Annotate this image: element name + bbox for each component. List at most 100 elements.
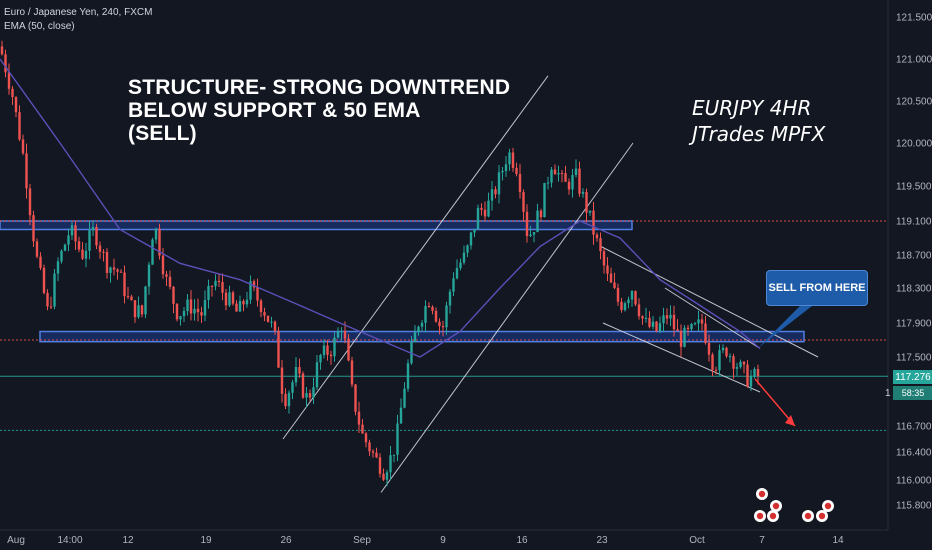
candle-body [546, 182, 550, 184]
candle-body [329, 354, 333, 357]
candle-body [707, 342, 711, 355]
candle-body [413, 332, 417, 343]
candle-body [207, 285, 210, 300]
time-tick-label: Aug [7, 535, 25, 546]
trendline [664, 287, 761, 349]
candle-body [315, 362, 319, 388]
candle-body [648, 317, 651, 327]
candle-body [336, 331, 340, 338]
symbol-legend[interactable]: Euro / Japanese Yen, 240, FXCM [4, 7, 153, 18]
candle-body [487, 200, 490, 217]
candle-body [224, 292, 228, 306]
candle-body [469, 232, 473, 246]
economic-event-icons[interactable] [754, 488, 834, 522]
trendline [602, 322, 761, 393]
candle-body [322, 345, 326, 356]
headline-line-2: BELOW SUPPORT & 50 EMA [128, 99, 421, 122]
candle-body [655, 321, 658, 332]
candle-body [459, 262, 462, 269]
candle-body [378, 457, 382, 474]
candle-body [651, 321, 655, 327]
chart-legend: Euro / Japanese Yen, 240, FXCM EMA (50, … [4, 6, 152, 34]
candle-body [175, 303, 179, 320]
last-price-tag: 117.276 [893, 370, 932, 384]
candle-body [210, 285, 214, 287]
candle-body [168, 276, 172, 287]
candle-body [133, 300, 137, 318]
candle-body [529, 234, 532, 237]
candle-body [490, 189, 494, 201]
price-tick-label: 116.400 [896, 448, 932, 459]
candle-body [109, 267, 112, 273]
event-flag-icon-dot [818, 512, 826, 520]
candle-body [126, 296, 130, 298]
candle-body [340, 330, 343, 332]
headline-line-3: (SELL) [128, 122, 197, 145]
price-tick-label: 118.700 [896, 251, 932, 262]
time-tick-label: Sep [353, 535, 371, 546]
price-tick-label: 116.700 [896, 422, 932, 433]
price-tick-label: 119.100 [896, 217, 932, 228]
candle-body [116, 269, 119, 272]
price-axis-labels: 121.500 121.000 120.500 120.000 119.500 119.1… [896, 13, 932, 512]
candle-body [476, 207, 480, 229]
candle-body [221, 282, 224, 293]
candle-body [112, 267, 116, 270]
candle-body [238, 301, 242, 312]
candle-body [693, 323, 697, 325]
candle-body [11, 88, 14, 98]
candle-body [455, 268, 459, 279]
candle-body [480, 207, 483, 210]
sell-arrow-head [785, 415, 795, 426]
callout-pointer [758, 306, 812, 348]
candle-body [193, 308, 196, 314]
candle-body [483, 209, 487, 217]
candle-body [354, 384, 357, 412]
candle-body [154, 228, 158, 240]
candle-body [749, 376, 753, 387]
price-tick-label: 120.000 [896, 139, 932, 150]
candle-body [669, 314, 672, 319]
time-tick-label: 12 [122, 535, 134, 546]
candle-body [543, 183, 546, 218]
candle-body [592, 210, 595, 235]
candle-body [189, 299, 193, 314]
candle-body [735, 367, 739, 369]
candle-body [382, 473, 385, 480]
candle-body [32, 215, 35, 242]
candle-body [81, 249, 84, 259]
candle-body [721, 347, 725, 351]
price-tick-label: 117.500 [896, 353, 932, 364]
candle-body [627, 299, 630, 304]
candle-body [42, 267, 46, 293]
candle-body [151, 239, 154, 265]
price-tick-label: 117.900 [896, 319, 932, 330]
candle-body [119, 271, 123, 273]
candle-body [462, 252, 466, 263]
sell-arrow [754, 306, 812, 427]
candle-body [578, 168, 581, 194]
candle-body [67, 235, 70, 245]
candle-body [438, 321, 441, 327]
candle-body [21, 139, 25, 154]
candle-body [704, 323, 707, 343]
candle-body [280, 367, 284, 394]
candle-body [686, 327, 690, 329]
candle-body [567, 181, 571, 190]
candle-body [539, 210, 543, 218]
candle-body [179, 316, 182, 320]
candle-body [637, 304, 641, 317]
candle-body [56, 261, 60, 274]
candle-body [613, 282, 616, 288]
ema-50-line [0, 58, 761, 358]
candle-body [623, 303, 627, 311]
candle-body [588, 210, 592, 213]
candle-body [424, 305, 427, 323]
candle-body [441, 326, 445, 328]
indicator-legend[interactable]: EMA (50, close) [4, 21, 75, 32]
candle-body [235, 303, 238, 312]
candle-body [102, 251, 105, 253]
time-tick-label: 9 [440, 535, 446, 546]
time-tick-label: 23 [596, 535, 608, 546]
brand-annotation: EURJPY 4HR JTrades MPFX [692, 95, 825, 147]
